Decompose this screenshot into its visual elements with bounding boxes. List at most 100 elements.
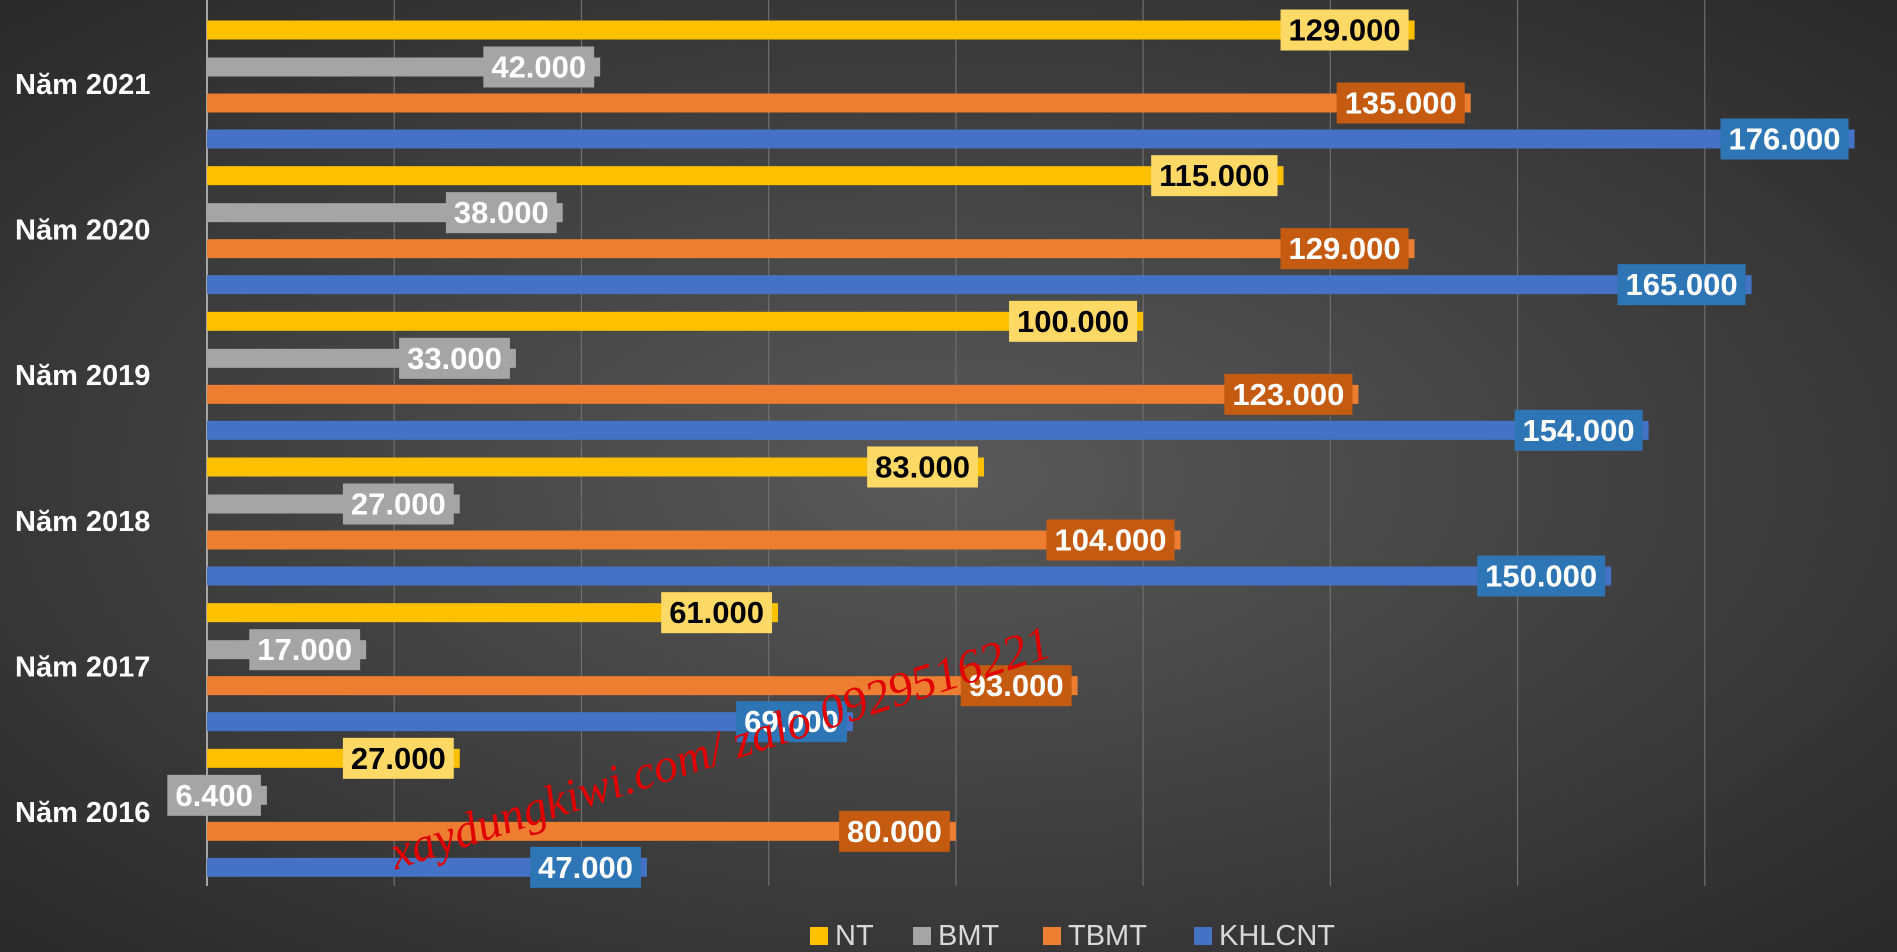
data-label-box	[960, 665, 1072, 707]
data-label-text: 83.000	[875, 450, 970, 485]
bar	[207, 530, 1181, 550]
data-label-text: 104.000	[1054, 523, 1166, 558]
data-label-box	[342, 483, 454, 525]
data-label-text: 176.000	[1728, 122, 1840, 157]
data-label: 80.000	[839, 810, 950, 852]
data-label: 150.000	[1477, 555, 1606, 597]
data-label: 100.000	[1009, 300, 1138, 342]
data-label-text: 42.000	[491, 50, 586, 85]
bar	[207, 457, 984, 477]
data-label-box	[736, 701, 847, 743]
data-label-box	[1514, 409, 1643, 451]
data-label-text: 61.000	[669, 595, 764, 630]
data-label-text: 33.000	[407, 341, 502, 376]
data-label-box	[445, 192, 557, 234]
legend-swatch	[913, 927, 931, 945]
data-label-box	[1477, 555, 1606, 597]
data-label: 83.000	[867, 446, 978, 488]
category-label: Năm 2019	[15, 360, 150, 392]
data-label: 47.000	[530, 846, 641, 888]
legend-swatch	[810, 927, 828, 945]
data-label-text: 27.000	[351, 741, 446, 776]
bar	[207, 20, 1415, 40]
data-label-box	[167, 774, 261, 816]
data-label-text: 69.000	[744, 704, 839, 739]
data-label: 93.000	[960, 665, 1072, 707]
data-label: 33.000	[399, 337, 510, 379]
bar	[207, 821, 956, 841]
legend-label: BMT	[938, 920, 1000, 952]
legend-label: TBMT	[1068, 920, 1147, 952]
bar	[207, 712, 853, 732]
data-label: 6.400	[167, 774, 261, 816]
data-label-box	[867, 446, 978, 488]
data-label-text: 93.000	[969, 668, 1064, 703]
data-label: 104.000	[1046, 519, 1175, 561]
bar	[207, 384, 1359, 404]
data-label-text: 38.000	[454, 195, 549, 230]
data-label-box	[839, 810, 950, 852]
data-label-text: 17.000	[257, 632, 352, 667]
category-label: Năm 2016	[15, 797, 150, 829]
data-label: 42.000	[483, 46, 595, 88]
data-label: 129.000	[1280, 9, 1409, 51]
data-label-text: 6.400	[175, 778, 253, 813]
data-label-text: 115.000	[1159, 158, 1269, 193]
legend-swatch	[1043, 927, 1061, 945]
bar	[207, 93, 1471, 113]
data-label: 115.000	[1151, 155, 1278, 197]
data-label: 135.000	[1336, 82, 1465, 124]
data-label: 176.000	[1720, 118, 1849, 160]
bar	[207, 166, 1284, 186]
data-label-text: 135.000	[1345, 86, 1457, 121]
data-label-text: 80.000	[847, 814, 942, 849]
bar	[207, 275, 1752, 295]
data-label-text: 100.000	[1017, 304, 1129, 339]
data-label: 123.000	[1224, 373, 1353, 415]
data-label-text: 129.000	[1289, 231, 1401, 266]
data-label-text: 150.000	[1485, 559, 1597, 594]
data-label-text: 47.000	[538, 850, 633, 885]
bar	[207, 420, 1649, 440]
data-label-box	[1336, 82, 1465, 124]
data-label-box	[1280, 228, 1409, 270]
data-label: 129.000	[1280, 228, 1409, 270]
data-label: 61.000	[661, 592, 773, 634]
data-label: 38.000	[445, 192, 557, 234]
data-label-text: 165.000	[1626, 267, 1738, 302]
bar	[207, 676, 1078, 696]
data-label-text: 129.000	[1289, 13, 1401, 48]
bar	[207, 603, 779, 623]
category-label: Năm 2017	[15, 652, 150, 684]
data-label-box	[1720, 118, 1849, 160]
data-label: 27.000	[342, 737, 454, 779]
data-label-text: 27.000	[351, 487, 446, 522]
data-label-text: 154.000	[1523, 413, 1635, 448]
data-label-box	[661, 592, 773, 634]
bar	[207, 129, 1855, 149]
data-label-text: 123.000	[1232, 377, 1344, 412]
data-label: 27.000	[342, 483, 454, 525]
category-label: Năm 2021	[15, 69, 150, 101]
data-label-box	[530, 846, 641, 888]
bar	[207, 566, 1612, 586]
data-label-box	[1280, 9, 1409, 51]
data-label: 17.000	[249, 629, 361, 671]
legend-label: KHLCNT	[1219, 920, 1335, 952]
bar	[207, 239, 1415, 259]
data-label-box	[399, 337, 510, 379]
category-label: Năm 2020	[15, 215, 150, 247]
data-label-box	[1224, 373, 1353, 415]
data-label: 69.000	[736, 701, 847, 743]
bar	[207, 311, 1144, 331]
data-label-box	[342, 737, 454, 779]
data-label-box	[483, 46, 595, 88]
data-label-box	[1046, 519, 1175, 561]
data-label-box	[1617, 264, 1746, 306]
data-label: 154.000	[1514, 409, 1643, 451]
data-label: 165.000	[1617, 264, 1746, 306]
legend-label: NT	[835, 920, 874, 952]
data-label-box	[249, 629, 361, 671]
category-label: Năm 2018	[15, 506, 150, 538]
